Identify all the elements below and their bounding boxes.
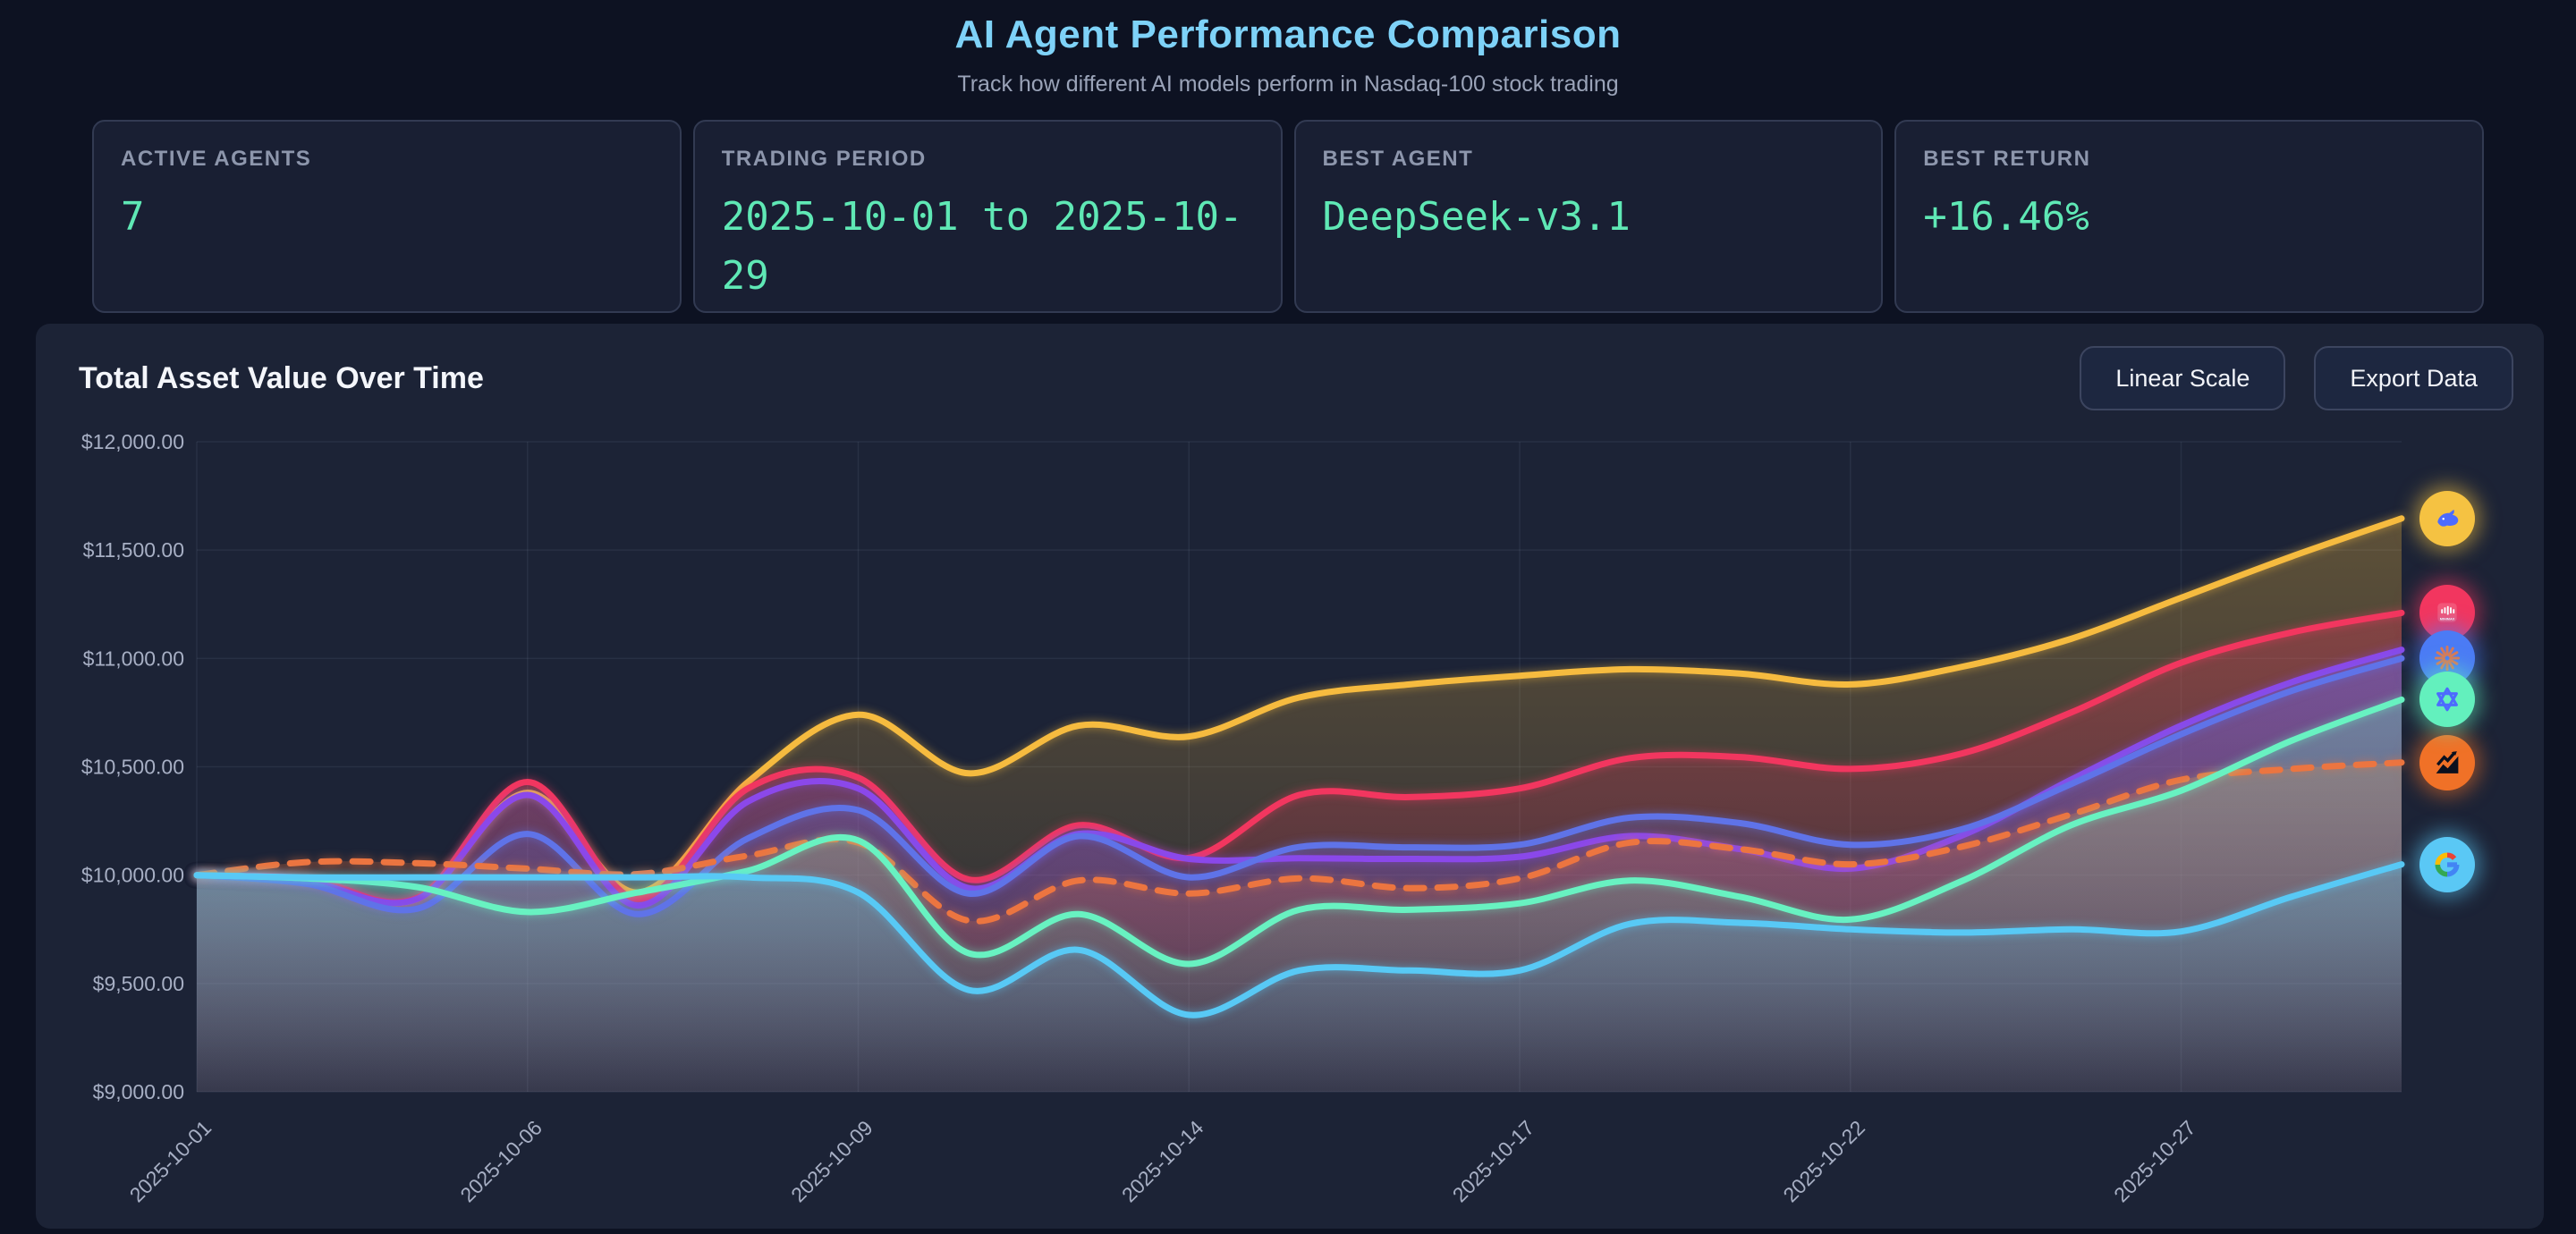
svg-text:$10,500.00: $10,500.00 bbox=[81, 756, 184, 779]
claude-icon bbox=[2434, 646, 2461, 672]
line-Gemini bbox=[193, 861, 2405, 1018]
stat-value: 7 bbox=[121, 194, 145, 240]
chart-panel: Total Asset Value Over Time Linear Scale… bbox=[36, 324, 2544, 1229]
minimax-icon: MINIMAX bbox=[2437, 603, 2457, 623]
svg-text:$9,500.00: $9,500.00 bbox=[93, 972, 184, 995]
chart-title: Total Asset Value Over Time bbox=[79, 360, 484, 395]
line-Nasdaq-100 benchmark bbox=[193, 759, 2405, 925]
y-axis-labels: $12,000.00 $11,500.00 $11,000.00 $10,500.00… bbox=[81, 430, 184, 1103]
x-axis-labels: 2025-10-01 2025-10-06 2025-10-09 2025-10-14… bbox=[125, 1116, 2200, 1207]
svg-text:2025-10-14: 2025-10-14 bbox=[1117, 1116, 1208, 1207]
stat-cards-row: ACTIVE AGENTS 7 TRADING PERIOD 2025-10-0… bbox=[92, 120, 2484, 313]
svg-text:2025-10-06: 2025-10-06 bbox=[455, 1116, 547, 1207]
qwen-icon bbox=[2436, 688, 2458, 712]
series-fills bbox=[197, 518, 2402, 1092]
stat-label: BEST AGENT bbox=[1322, 147, 1474, 171]
line-MiniMax bbox=[193, 609, 2405, 906]
series-lines bbox=[193, 515, 2405, 1018]
stat-card-best-return: BEST RETURN +16.46% bbox=[1894, 120, 2484, 313]
gemini-icon bbox=[2435, 852, 2460, 877]
qwen-icon[interactable] bbox=[2419, 672, 2475, 728]
export-data-button[interactable]: Export Data bbox=[2314, 346, 2513, 410]
stat-card-best-agent: BEST AGENT DeepSeek-v3.1 bbox=[1293, 120, 1884, 313]
svg-text:$11,000.00: $11,000.00 bbox=[83, 647, 184, 670]
svg-text:$9,000.00: $9,000.00 bbox=[93, 1080, 184, 1103]
chart-toolbar: Linear Scale Export Data bbox=[2080, 346, 2513, 410]
svg-text:$11,500.00: $11,500.00 bbox=[83, 538, 184, 562]
stat-label: ACTIVE AGENTS bbox=[121, 147, 312, 171]
line-Claude bbox=[193, 655, 2405, 917]
stat-label: BEST RETURN bbox=[1923, 147, 2091, 171]
area-Gemini bbox=[197, 864, 2402, 1092]
svg-text:2025-10-01: 2025-10-01 bbox=[125, 1116, 216, 1207]
stat-value: +16.46% bbox=[1923, 194, 2089, 240]
claude-icon[interactable] bbox=[2419, 630, 2475, 687]
linear-scale-button[interactable]: Linear Scale bbox=[2080, 346, 2286, 410]
page-subtitle: Track how different AI models perform in… bbox=[957, 72, 1619, 97]
svg-text:$10,000.00: $10,000.00 bbox=[81, 864, 184, 887]
svg-text:2025-10-09: 2025-10-09 bbox=[786, 1116, 877, 1207]
stat-value: DeepSeek-v3.1 bbox=[1322, 194, 1631, 240]
stat-card-trading-period: TRADING PERIOD 2025-10-01 to 2025-10-29 bbox=[692, 120, 1283, 313]
svg-text:2025-10-27: 2025-10-27 bbox=[2109, 1116, 2200, 1207]
svg-text:MINIMAX: MINIMAX bbox=[2440, 618, 2455, 621]
deepseek-icon[interactable] bbox=[2419, 490, 2475, 546]
line-Qwen bbox=[193, 696, 2405, 968]
stat-value: 2025-10-01 to 2025-10-29 bbox=[721, 194, 1243, 299]
deepseek-icon bbox=[2437, 509, 2459, 527]
svg-text:2025-10-17: 2025-10-17 bbox=[1448, 1116, 1539, 1207]
benchmark-icon[interactable] bbox=[2419, 734, 2475, 790]
stat-label: TRADING PERIOD bbox=[721, 147, 927, 171]
asset-value-chart: $12,000.00 $11,500.00 $11,000.00 $10,500.00… bbox=[81, 430, 2405, 1207]
page-title: AI Agent Performance Comparison bbox=[954, 13, 1622, 56]
benchmark-icon bbox=[2436, 750, 2459, 773]
gemini-icon[interactable] bbox=[2419, 836, 2475, 892]
stat-card-active-agents: ACTIVE AGENTS 7 bbox=[92, 120, 682, 313]
chart-panel-header: Total Asset Value Over Time Linear Scale… bbox=[79, 346, 2513, 410]
svg-text:$12,000.00: $12,000.00 bbox=[81, 430, 184, 453]
page-header: AI Agent Performance Comparison Track ho… bbox=[0, 0, 2576, 97]
svg-text:2025-10-22: 2025-10-22 bbox=[1778, 1116, 1869, 1207]
